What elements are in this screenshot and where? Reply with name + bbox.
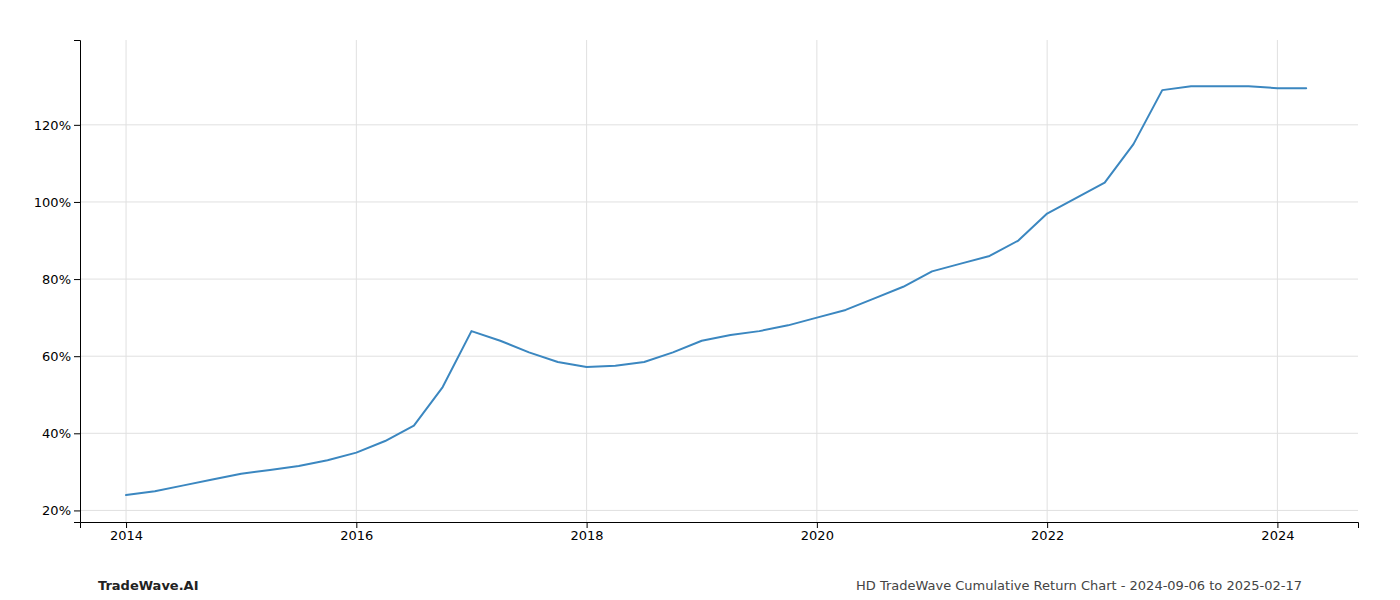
tick-mark (1277, 522, 1278, 528)
grid-line (1277, 40, 1278, 522)
grid (80, 40, 1358, 522)
tick-label: 2020 (801, 528, 834, 543)
line (126, 86, 1306, 495)
tick-label: 60% (42, 349, 71, 364)
tick-mark (74, 125, 80, 126)
tick: 80% (42, 272, 80, 287)
tick-mark (126, 522, 127, 528)
annotation: HD TradeWave Cumulative Return Chart - 2… (856, 578, 1302, 593)
tick-label: 2014 (110, 528, 143, 543)
tick-mark (74, 510, 80, 511)
tick: 60% (42, 349, 80, 364)
grid-line (80, 124, 1358, 125)
tick: 120% (34, 117, 80, 132)
annotation: TradeWave.AI (98, 578, 199, 593)
tick: 40% (42, 426, 80, 441)
tick-label: 100% (34, 195, 71, 210)
tick-mark (74, 279, 80, 280)
tick-mark (74, 433, 80, 434)
grid-line (816, 40, 817, 522)
tick-mark (817, 522, 818, 528)
tick-mark (356, 522, 357, 528)
grid-line (80, 510, 1358, 511)
grid-line (80, 356, 1358, 357)
tick-label: 2022 (1031, 528, 1064, 543)
tick: 2022 (1031, 522, 1064, 543)
series-group (126, 86, 1306, 495)
tick-mark (587, 522, 588, 528)
tick-mark (74, 356, 80, 357)
tick: 20% (42, 503, 80, 518)
tick: 100% (34, 195, 80, 210)
tick-label: 80% (42, 272, 71, 287)
tick-mark (74, 202, 80, 203)
plot-area: 2014 2016 2018 2020 2022 2024 20% 40% 60% 80% 100%… (34, 40, 1359, 543)
tick-label: 20% (42, 503, 71, 518)
tick: 2020 (801, 522, 834, 543)
tick: 2014 (110, 522, 143, 543)
tick: 2024 (1261, 522, 1294, 543)
tick-label: 2024 (1261, 528, 1294, 543)
y-axis: 20% 40% 60% 80% 100% 120% (34, 41, 81, 523)
grid-line (1047, 40, 1048, 522)
grid-line (356, 40, 357, 522)
grid-line (586, 40, 587, 522)
tick-label: 40% (42, 426, 71, 441)
tick-label: 2016 (340, 528, 373, 543)
tick-label: 2018 (571, 528, 604, 543)
axis-line (81, 523, 1359, 529)
grid-line (80, 433, 1358, 434)
tick-label: 120% (34, 117, 71, 132)
tick-mark (1047, 522, 1048, 528)
tick: 2016 (340, 522, 373, 543)
grid-line (80, 279, 1358, 280)
axis-line (74, 41, 81, 523)
grid-line (126, 40, 127, 522)
x-axis: 2014 2016 2018 2020 2022 2024 (81, 522, 1359, 543)
grid-line (80, 201, 1358, 202)
tick: 2018 (571, 522, 604, 543)
chart: 2014 2016 2018 2020 2022 2024 20% 40% 60% 80% 100%… (0, 0, 1400, 600)
